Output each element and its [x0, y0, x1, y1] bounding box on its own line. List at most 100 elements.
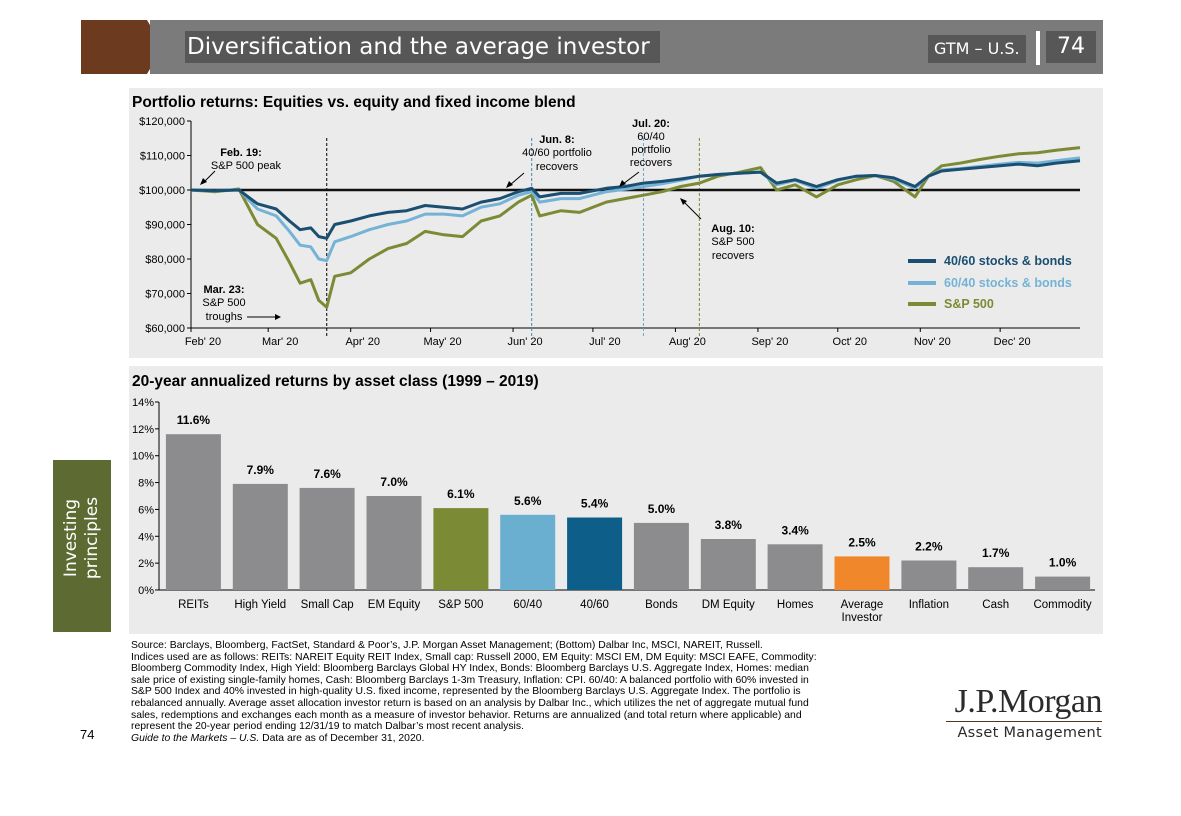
annot-mar23-arrowhead [275, 314, 281, 320]
y-tick-label: $80,000 [145, 254, 185, 266]
annot-jul20-arrow [622, 171, 640, 185]
x-tick-label: May' 20 [423, 336, 461, 348]
x-tick-label: Aug' 20 [669, 336, 706, 348]
annot-aug10-arrowhead [680, 198, 687, 205]
bar [901, 560, 957, 590]
bar-category-label: DM Equity [702, 599, 755, 611]
footnote-line: sale price of existing single-family hom… [131, 674, 809, 686]
annot-jun8-date: Jun. 8: [539, 134, 574, 146]
bar-category-label: Homes [777, 599, 814, 611]
line-chart-title: Portfolio returns: Equities vs. equity a… [132, 94, 576, 111]
bar-category-label: Average [841, 599, 884, 611]
x-tick-label: Mar' 20 [262, 336, 298, 348]
bar-category-label: Investor [842, 612, 883, 624]
bar-chart-title: 20-year annualized returns by asset clas… [132, 373, 539, 390]
y-tick-label: $120,000 [139, 116, 185, 128]
annot-mar23-date: Mar. 23: [204, 284, 245, 296]
x-tick-label: Oct' 20 [833, 336, 868, 348]
bar-category-label: S&P 500 [438, 599, 483, 611]
annot-mar23-text2: troughs [206, 311, 243, 323]
bar-category-label: REITs [178, 599, 209, 611]
annot-mar23-text: S&P 500 [202, 297, 245, 309]
bar-value-label: 3.8% [715, 518, 743, 532]
series-line-60-40 [190, 156, 1081, 263]
bar [366, 496, 422, 590]
logo-subtitle: Asset Management [957, 725, 1102, 741]
bar-category-label: EM Equity [368, 599, 421, 611]
header-separator [1036, 31, 1040, 65]
bar [433, 508, 489, 590]
series-line-40-60 [190, 159, 1081, 240]
footnote-line: sales, redemptions and exchanges each mo… [131, 709, 802, 721]
bar-category-label: 60/40 [513, 599, 542, 611]
bar-y-tick-label: 6% [138, 504, 154, 516]
annot-aug10-text: S&P 500 [711, 236, 754, 248]
y-tick-label: $70,000 [145, 289, 185, 301]
y-tick-label: $110,000 [140, 151, 185, 163]
sidebar-label: Investing principles [61, 452, 103, 624]
bar [567, 517, 623, 590]
bar-value-label: 1.0% [1049, 556, 1077, 570]
y-tick-label: $90,000 [145, 220, 185, 232]
bar [767, 544, 823, 590]
annot-feb19-date: Feb. 19: [220, 147, 262, 159]
annot-feb19-arrowhead [200, 178, 207, 185]
series-line-sp500 [190, 146, 1081, 309]
footnote-line: S&P 500 Index and 40% invested in high-q… [131, 686, 801, 698]
annot-jul20-arrowhead [619, 180, 626, 187]
bar-y-tick-label: 2% [138, 558, 154, 570]
bar-value-label: 7.9% [247, 463, 275, 477]
header-page-number: 74 [1046, 31, 1096, 63]
bar-value-label: 11.6% [177, 413, 211, 427]
jpmorgan-logo: J.P.Morgan Asset Management [946, 683, 1103, 741]
footnote-line: Indices used are as follows: REITs: NARE… [131, 651, 817, 663]
guide-date: Data are as of December 31, 2020. [259, 732, 425, 744]
bar [165, 434, 221, 590]
annot-jun8-arrow [509, 172, 525, 186]
footer-page-number: 74 [80, 727, 95, 742]
legend-label-40-60: 40/60 stocks & bonds [944, 254, 1072, 268]
guide-title: Guide to the Markets – U.S. [131, 732, 260, 744]
bar-y-tick-label: 10% [132, 451, 154, 463]
logo-wordmark: J.P.Morgan [954, 683, 1103, 720]
bar-category-label: Inflation [909, 599, 949, 611]
page-title: Diversification and the average investor [185, 31, 660, 63]
bar [1035, 576, 1091, 590]
bar [700, 539, 756, 590]
annot-feb19-text: S&P 500 peak [211, 160, 282, 172]
bar-value-label: 5.4% [581, 496, 609, 510]
x-tick-label: Dec' 20 [994, 336, 1031, 348]
bar-y-tick-label: 8% [138, 478, 154, 490]
bar-category-label: Bonds [645, 599, 678, 611]
bar [834, 556, 890, 590]
bar-value-label: 1.7% [982, 546, 1010, 560]
bar-value-label: 5.6% [514, 494, 542, 508]
header-accent-block [81, 20, 147, 74]
annot-aug10-date: Aug. 10: [711, 223, 754, 235]
line-chart: Portfolio returns: Equities vs. equity a… [132, 94, 1081, 348]
bar [633, 522, 689, 590]
section-label: GTM – U.S. [928, 35, 1026, 63]
bar-y-tick-label: 12% [132, 424, 154, 436]
line-chart-panel: Portfolio returns: Equities vs. equity a… [129, 88, 1103, 358]
bar-category-label: Commodity [1033, 599, 1091, 611]
annot-aug10-text2: recovers [712, 250, 755, 262]
x-tick-label: Jun' 20 [507, 336, 542, 348]
annot-jun8-text: 40/60 portfolio [522, 147, 592, 159]
y-tick-label: $100,000 [139, 185, 185, 197]
bar-chart: 20-year annualized returns by asset clas… [132, 373, 1095, 624]
footnote-line: Bloomberg Commodity Index, High Yield: B… [131, 663, 809, 675]
annot-jul20-text3: recovers [630, 157, 673, 169]
y-tick-label: $60,000 [145, 323, 185, 335]
bar-value-label: 7.0% [380, 475, 408, 489]
annot-jun8-text2: recovers [536, 161, 579, 173]
bar-value-label: 2.5% [848, 535, 876, 549]
footnote-line: Source: Barclays, Bloomberg, FactSet, St… [131, 640, 763, 651]
bar-y-tick-label: 4% [138, 531, 154, 543]
bar-value-label: 3.4% [781, 523, 809, 537]
annot-jul20-date: Jul. 20: [632, 118, 670, 130]
x-tick-label: Nov' 20 [914, 336, 951, 348]
footnote-line: rebalanced annually. Average asset alloc… [131, 697, 809, 709]
bar-y-tick-label: 14% [132, 397, 154, 409]
bar-chart-panel: 20-year annualized returns by asset clas… [129, 366, 1103, 634]
